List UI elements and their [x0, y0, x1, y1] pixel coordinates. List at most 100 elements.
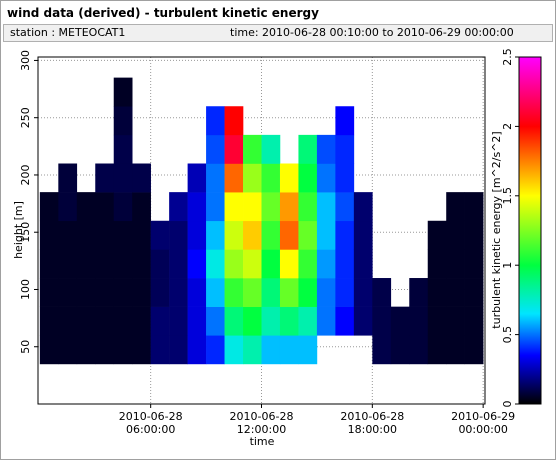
- heatmap-cell: [206, 192, 225, 222]
- heatmap-cell: [76, 220, 96, 250]
- heatmap-cell: [58, 192, 78, 222]
- heatmap-cell: [169, 335, 188, 365]
- heatmap-cell: [187, 163, 207, 193]
- heatmap-cell: [261, 335, 281, 365]
- heatmap-cell: [169, 306, 188, 336]
- heatmap-cell: [279, 278, 299, 307]
- heatmap-cell: [243, 335, 262, 365]
- heatmap-cell: [95, 306, 115, 336]
- heatmap-cell: [58, 278, 78, 307]
- heatmap-cell: [224, 163, 244, 193]
- heatmap-cell: [298, 220, 318, 250]
- colorbar-label: turbulent kinetic energy [m^2/s^2]: [490, 131, 503, 328]
- heatmap-cell: [132, 335, 151, 365]
- heatmap-cell: [316, 134, 336, 164]
- heatmap-cell: [261, 220, 281, 250]
- heatmap-cell: [372, 306, 392, 336]
- heatmap-cell: [95, 192, 115, 222]
- heatmap-cell: [39, 278, 59, 307]
- heatmap-cell: [187, 220, 207, 250]
- heatmap-cell: [279, 163, 299, 193]
- heatmap-cell: [150, 249, 170, 279]
- heatmap-cell: [76, 335, 96, 365]
- heatmap-cell: [206, 249, 225, 279]
- heatmap-cell: [427, 306, 447, 336]
- heatmap-cell: [206, 306, 225, 336]
- heatmap-cell: [132, 249, 151, 279]
- heatmap-cell: [353, 249, 373, 279]
- heatmap-cell: [409, 335, 429, 365]
- heatmap-cell: [279, 220, 299, 250]
- heatmap-cell: [464, 192, 484, 222]
- heatmap-cell: [39, 192, 59, 222]
- heatmap-cell: [187, 249, 207, 279]
- heatmap-cell: [335, 249, 355, 279]
- heatmap-cell: [206, 106, 225, 136]
- heatmap-cell: [113, 335, 133, 365]
- heatmap-cell: [243, 306, 262, 336]
- heatmap-cell: [58, 220, 78, 250]
- heatmap-cell: [335, 220, 355, 250]
- heatmap-cell: [169, 192, 188, 222]
- heatmap-cell: [298, 249, 318, 279]
- heatmap-cell: [464, 306, 484, 336]
- heatmap-cell: [261, 134, 281, 164]
- y-tick-label: 150: [19, 222, 32, 243]
- heatmap-cell: [113, 192, 133, 222]
- y-tick-label: 200: [19, 164, 32, 185]
- colorbar-tick-label: 0: [501, 401, 514, 408]
- heatmap-cell: [464, 220, 484, 250]
- heatmap-cell: [224, 220, 244, 250]
- colorbar-tick-label: 2.5: [501, 48, 514, 66]
- heatmap-cell: [298, 163, 318, 193]
- heatmap-cell: [446, 220, 465, 250]
- heatmap-cell: [279, 192, 299, 222]
- heatmap-cell: [464, 249, 484, 279]
- colorbar-tick-label: 1.5: [501, 187, 514, 205]
- heatmap-cell: [446, 306, 465, 336]
- heatmap-cell: [187, 192, 207, 222]
- heatmap-cell: [206, 220, 225, 250]
- heatmap-cell: [206, 134, 225, 164]
- heatmap-cell: [261, 192, 281, 222]
- y-tick-label: 50: [19, 340, 32, 354]
- heatmap-cell: [224, 335, 244, 365]
- heatmap-cell: [279, 306, 299, 336]
- heatmap-cell: [224, 278, 244, 307]
- time-range: time: 2010-06-28 00:10:00 to 2010-06-29 …: [230, 26, 514, 39]
- heatmap-cell: [58, 306, 78, 336]
- heatmap-cell: [372, 335, 392, 365]
- colorbar-tick-label: 2: [501, 123, 514, 130]
- heatmap-cell: [316, 192, 336, 222]
- x-tick-label: 2010-06-29 00:00:00: [451, 410, 516, 436]
- x-axis-label: time: [250, 435, 275, 448]
- colorbar-tick-label: 1: [501, 262, 514, 269]
- heatmap-cell: [353, 220, 373, 250]
- heatmap-cell: [187, 278, 207, 307]
- heatmap-cell: [224, 106, 244, 136]
- heatmap-cell: [132, 220, 151, 250]
- heatmap-cell: [372, 278, 392, 307]
- heatmap-cell: [353, 306, 373, 336]
- heatmap-cell: [243, 220, 262, 250]
- y-tick-label: 100: [19, 279, 32, 300]
- heatmap-cell: [335, 278, 355, 307]
- heatmap-cell: [427, 278, 447, 307]
- heatmap-cell: [132, 278, 151, 307]
- heatmap-cell: [150, 335, 170, 365]
- heatmap-cell: [169, 278, 188, 307]
- heatmap-cell: [187, 335, 207, 365]
- heatmap-cell: [427, 335, 447, 365]
- heatmap-cell: [446, 249, 465, 279]
- y-tick-label: 250: [19, 107, 32, 128]
- heatmap-cell: [76, 192, 96, 222]
- heatmap-cell: [261, 306, 281, 336]
- heatmap-cell: [316, 163, 336, 193]
- y-tick-label: 300: [19, 50, 32, 71]
- heatmap-cell: [427, 249, 447, 279]
- heatmap-cell: [243, 192, 262, 222]
- heatmap-cell: [353, 192, 373, 222]
- heatmap-cell: [95, 220, 115, 250]
- heatmap-cell: [206, 335, 225, 365]
- heatmap-cell: [446, 278, 465, 307]
